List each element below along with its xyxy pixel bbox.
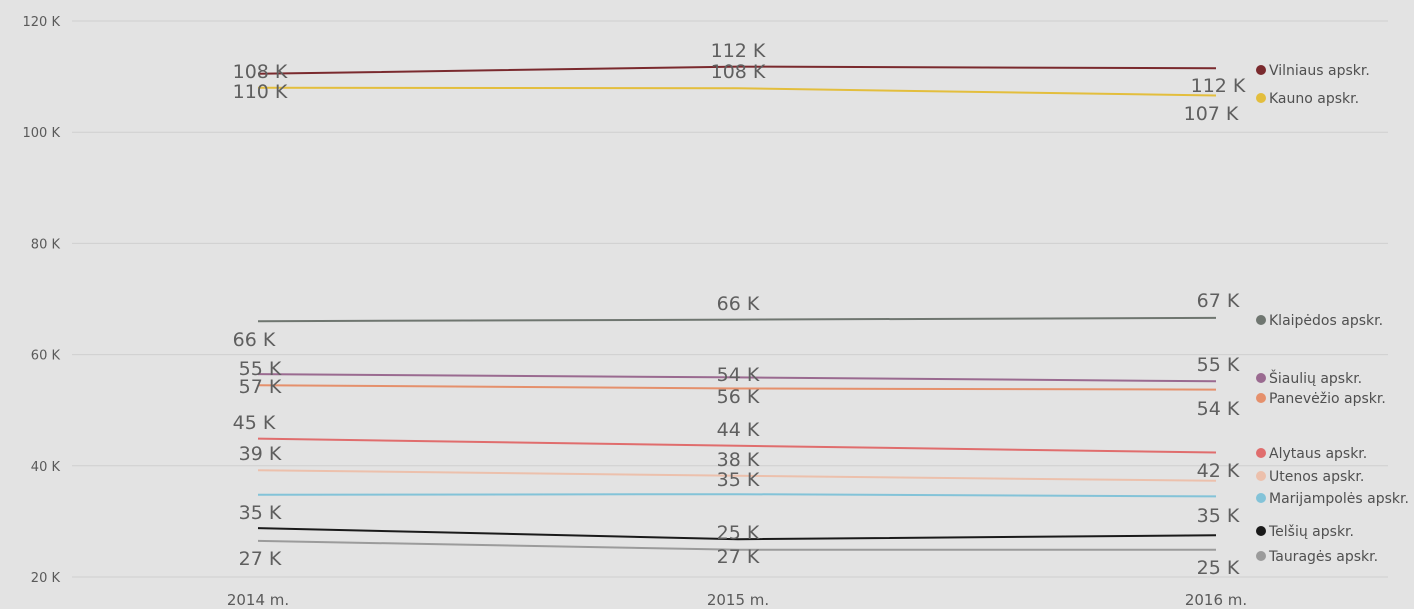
legend-label: Telšių apskr. xyxy=(1268,524,1354,540)
data-label: 57 K xyxy=(239,376,282,398)
data-label: 25 K xyxy=(1197,557,1240,579)
legend-marker xyxy=(1256,493,1266,503)
data-label: 67 K xyxy=(1197,290,1240,312)
legend-label: Alytaus apskr. xyxy=(1269,446,1367,462)
legend-label: Utenos apskr. xyxy=(1269,469,1364,485)
data-label: 54 K xyxy=(1197,398,1240,420)
y-tick-label: 20 K xyxy=(31,571,61,586)
legend-marker xyxy=(1256,93,1266,103)
data-label: 35 K xyxy=(717,469,760,491)
series-line xyxy=(257,539,1216,551)
legend-label: Šiaulių apskr. xyxy=(1269,369,1362,387)
data-label: 112 K xyxy=(711,40,766,62)
legend-marker xyxy=(1256,393,1266,403)
y-axis: 20 K 40 K 60 K 80 K 100 K 120 K xyxy=(23,15,61,586)
data-label: 66 K xyxy=(717,293,760,315)
data-label: 39 K xyxy=(239,443,282,465)
legend-marker xyxy=(1256,471,1266,481)
data-label: 55 K xyxy=(1197,354,1240,376)
y-tick-label: 40 K xyxy=(31,460,61,475)
series-line xyxy=(257,437,1217,454)
series-line xyxy=(257,316,1217,323)
data-label: 38 K xyxy=(717,449,760,471)
legend: Vilniaus apskr. Kauno apskr. Klaipėdos aps… xyxy=(1256,63,1409,565)
legend-marker xyxy=(1256,526,1266,536)
legend-label: Marijampolės apskr. xyxy=(1269,491,1409,507)
x-tick-label: 2015 m. xyxy=(707,591,769,609)
data-label: 45 K xyxy=(233,412,276,434)
series-line xyxy=(257,527,1217,541)
data-label: 35 K xyxy=(1197,505,1240,527)
legend-label: Panevėžio apskr. xyxy=(1269,391,1386,407)
data-label: 108 K xyxy=(233,61,288,83)
data-label: 55 K xyxy=(239,358,282,380)
data-label: 110 K xyxy=(233,81,288,103)
series-line xyxy=(257,469,1217,482)
data-label: 42 K xyxy=(1197,460,1240,482)
series-lines xyxy=(257,65,1217,551)
x-tick-label: 2014 m. xyxy=(227,591,289,609)
legend-marker xyxy=(1256,315,1266,325)
legend-label: Tauragės apskr. xyxy=(1268,549,1378,565)
y-tick-label: 60 K xyxy=(31,349,61,364)
y-tick-label: 120 K xyxy=(23,15,61,30)
legend-label: Kauno apskr. xyxy=(1269,91,1359,107)
series-line xyxy=(257,86,1217,97)
y-tick-label: 80 K xyxy=(31,237,61,252)
legend-marker xyxy=(1256,551,1266,561)
legend-marker xyxy=(1256,65,1266,75)
data-label: 112 K xyxy=(1191,75,1246,97)
data-label: 44 K xyxy=(717,419,760,441)
data-label: 54 K xyxy=(717,364,760,386)
x-tick-label: 2016 m. xyxy=(1185,591,1247,609)
data-label: 25 K xyxy=(717,522,760,544)
data-label: 27 K xyxy=(239,548,282,570)
series-line xyxy=(257,493,1217,498)
legend-marker xyxy=(1256,448,1266,458)
data-label: 27 K xyxy=(717,546,760,568)
legend-marker xyxy=(1256,373,1266,383)
x-axis: 2014 m. 2015 m. 2016 m. xyxy=(227,591,1247,609)
data-label: 66 K xyxy=(233,329,276,351)
series-line xyxy=(257,65,1217,75)
grid-lines xyxy=(72,20,1388,578)
data-label: 108 K xyxy=(711,61,766,83)
y-tick-label: 100 K xyxy=(23,126,61,141)
legend-label: Vilniaus apskr. xyxy=(1269,63,1370,79)
legend-label: Klaipėdos apskr. xyxy=(1269,313,1383,329)
data-label: 35 K xyxy=(239,502,282,524)
series-line xyxy=(257,373,1217,383)
series-line xyxy=(257,384,1217,391)
data-label: 107 K xyxy=(1184,103,1239,125)
data-label: 56 K xyxy=(717,386,760,408)
